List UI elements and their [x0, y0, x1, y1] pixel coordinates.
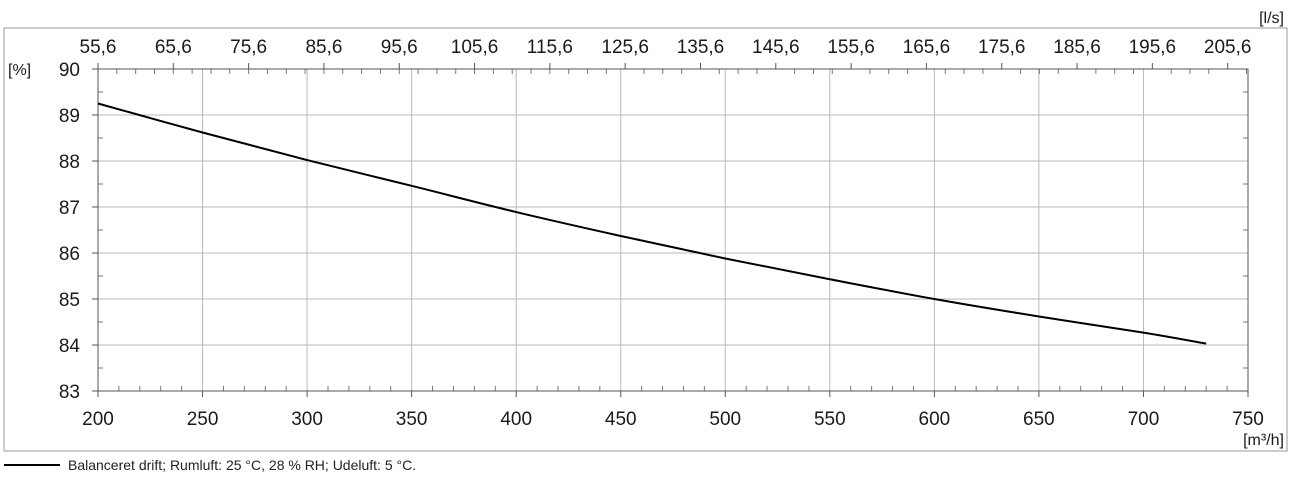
y-tick-label: 84	[59, 336, 81, 357]
minor-ticks	[92, 63, 1249, 397]
x-bottom-tick-label: 700	[1128, 409, 1160, 430]
x-bottom-tick-label: 500	[709, 409, 741, 430]
x-top-tick-label: 185,6	[1053, 37, 1101, 58]
y-axis-unit: [%]	[8, 62, 31, 79]
x-top-tick-label: 175,6	[978, 37, 1026, 58]
tick-labels: 83 84 85 86 87 88 89 90 200 250 300 350 400 450 500 550…	[59, 37, 1264, 430]
x-top-tick-label: 205,6	[1204, 37, 1252, 58]
y-tick-label: 86	[59, 244, 80, 265]
x-top-tick-label: 95,6	[381, 37, 418, 58]
x-bottom-tick-label: 350	[396, 409, 428, 430]
y-tick-label: 89	[59, 106, 80, 127]
series-line-0	[97, 102, 1207, 345]
x-top-tick-label: 195,6	[1129, 37, 1177, 58]
x-top-tick-label: 55,6	[80, 37, 117, 58]
y-tick-label: 83	[59, 382, 80, 403]
x-top-tick-label: 135,6	[677, 37, 725, 58]
x-bottom-tick-label: 750	[1232, 409, 1264, 430]
legend-swatch	[4, 464, 60, 466]
x-bottom-tick-label: 400	[500, 409, 532, 430]
x-top-tick-label: 125,6	[601, 37, 649, 58]
x-bottom-tick-label: 550	[814, 409, 846, 430]
top-axis-unit: [l/s]	[1259, 10, 1284, 27]
plot-area	[97, 68, 1249, 392]
y-tick-label: 85	[59, 290, 80, 311]
x-top-tick-label: 65,6	[155, 37, 192, 58]
x-top-tick-label: 75,6	[230, 37, 267, 58]
x-top-tick-label: 165,6	[903, 37, 951, 58]
x-bottom-tick-label: 300	[291, 409, 323, 430]
x-bottom-tick-label: 250	[187, 409, 219, 430]
x-top-tick-label: 105,6	[451, 37, 499, 58]
y-tick-label: 88	[59, 152, 80, 173]
x-top-tick-label: 115,6	[527, 37, 573, 58]
y-tick-label: 87	[59, 198, 80, 219]
grid	[98, 69, 1248, 391]
y-tick-label: 90	[59, 60, 80, 81]
x-top-tick-label: 145,6	[752, 37, 800, 58]
bottom-axis-unit: [m³/h]	[1243, 432, 1284, 449]
legend-label: Balanceret drift; Rumluft: 25 °C, 28 % R…	[68, 457, 417, 473]
x-top-tick-label: 85,6	[305, 37, 342, 58]
x-bottom-tick-label: 450	[605, 409, 637, 430]
legend: Balanceret drift; Rumluft: 25 °C, 28 % R…	[4, 455, 416, 475]
x-bottom-tick-label: 200	[82, 409, 114, 430]
x-top-tick-label: 155,6	[827, 37, 875, 58]
chart-frame	[3, 27, 1288, 452]
series-layer	[97, 102, 1207, 345]
x-bottom-tick-label: 600	[919, 409, 951, 430]
x-bottom-tick-label: 650	[1023, 409, 1055, 430]
